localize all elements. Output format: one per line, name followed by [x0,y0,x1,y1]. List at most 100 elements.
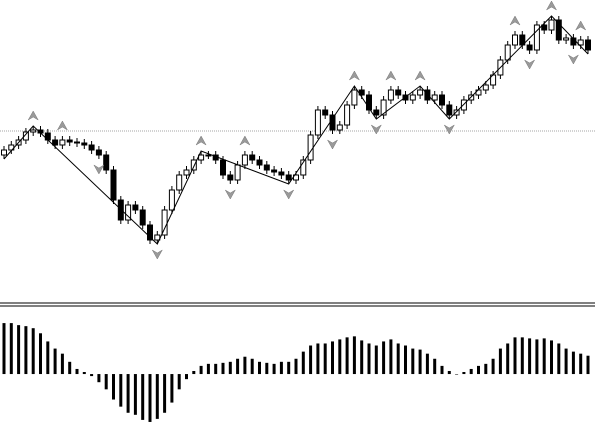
candle-body [271,169,278,173]
histogram-bar [352,336,356,375]
histogram-bar [287,361,291,375]
histogram-bar [185,374,188,380]
candle-body [300,159,307,176]
histogram-bar [513,337,517,375]
candle-body [95,149,102,156]
candle-body [66,139,73,143]
candle-body [132,204,139,211]
histogram-bar [528,338,532,375]
histogram-bar [9,323,13,375]
candle-body [139,209,146,226]
candle-body [344,104,351,126]
histogram-bar [236,358,240,375]
candle-body [176,174,183,191]
histogram-bar [455,374,459,375]
histogram-bar [338,339,342,375]
candle-body [577,39,584,46]
fractal-down-arrow [151,249,163,260]
histogram-bar [309,345,313,375]
histogram-bar [301,351,305,375]
histogram-bar [374,345,378,375]
candle-body [417,89,424,96]
candle-body [512,34,518,46]
candle-body [103,154,110,171]
histogram-bar [550,340,553,375]
fractal-up-arrow [385,70,397,81]
histogram-bar [68,361,72,375]
histogram-bar [382,341,386,375]
candle-body [446,104,453,116]
histogram-bar [535,339,539,375]
histogram-bar [163,374,167,413]
candle-body [234,164,241,181]
histogram-bar [170,374,174,403]
histogram-bar [75,368,79,375]
fractal-up-arrow [348,70,361,81]
candle-body [88,144,95,151]
histogram-bar [331,341,334,375]
candle-body [482,84,489,91]
histogram-bar [228,361,232,375]
histogram-bar [90,374,94,377]
histogram-bar [506,343,510,375]
candle-body [541,24,548,31]
histogram-bar [557,343,561,375]
fractal-up-arrow [195,135,207,146]
fractal-up-arrow [27,110,39,121]
candle-body [125,204,132,221]
histogram-bar [389,339,393,375]
candle-body [147,224,153,241]
candle-body [329,114,336,131]
candle-body [154,234,161,241]
candle-body [241,154,248,166]
candle-body [555,19,562,41]
histogram-bar [46,341,50,375]
candle-body [366,94,372,111]
candle-body [256,159,263,166]
histogram-bar [491,358,495,375]
histogram-bar [206,363,210,375]
candle-body [59,139,66,146]
histogram-bar [462,372,466,375]
histogram-bar [396,343,400,375]
histogram-bar [477,365,480,375]
histogram-bar [425,353,429,375]
candle-body [278,171,285,176]
candle-body [1,149,7,156]
candle-body [336,124,343,131]
candle-body [460,99,467,111]
candle-body [285,174,292,181]
histogram-bar [433,358,437,375]
candle-body [563,37,570,41]
candle-body [409,94,416,101]
candle-body [585,39,591,51]
histogram-bar [214,363,218,375]
histogram-bar [316,343,320,375]
histogram-bar [571,351,575,375]
candle-body [439,94,445,106]
histogram-bar [141,374,145,420]
fractal-down-arrow [326,139,339,150]
histogram-bar [586,355,590,375]
fractal-up-arrow [545,0,558,11]
fractal-down-arrow [443,124,455,135]
fractal-up-arrow [239,135,251,146]
histogram-bar [294,358,298,375]
fractal-down-arrow [283,189,295,200]
histogram-bar [199,365,203,375]
histogram-bar [192,370,196,375]
histogram-bar [498,348,502,375]
candle-body [44,132,51,141]
histogram-bar [418,349,422,375]
fractal-up-arrow [414,70,426,81]
histogram-bar [411,348,415,375]
candle-body [183,169,190,176]
histogram-bar [440,365,444,375]
candle-body [205,154,212,157]
histogram-bar [447,370,451,375]
histogram-bar [323,343,327,375]
candle-body [52,139,59,146]
histogram-bar [112,374,115,400]
